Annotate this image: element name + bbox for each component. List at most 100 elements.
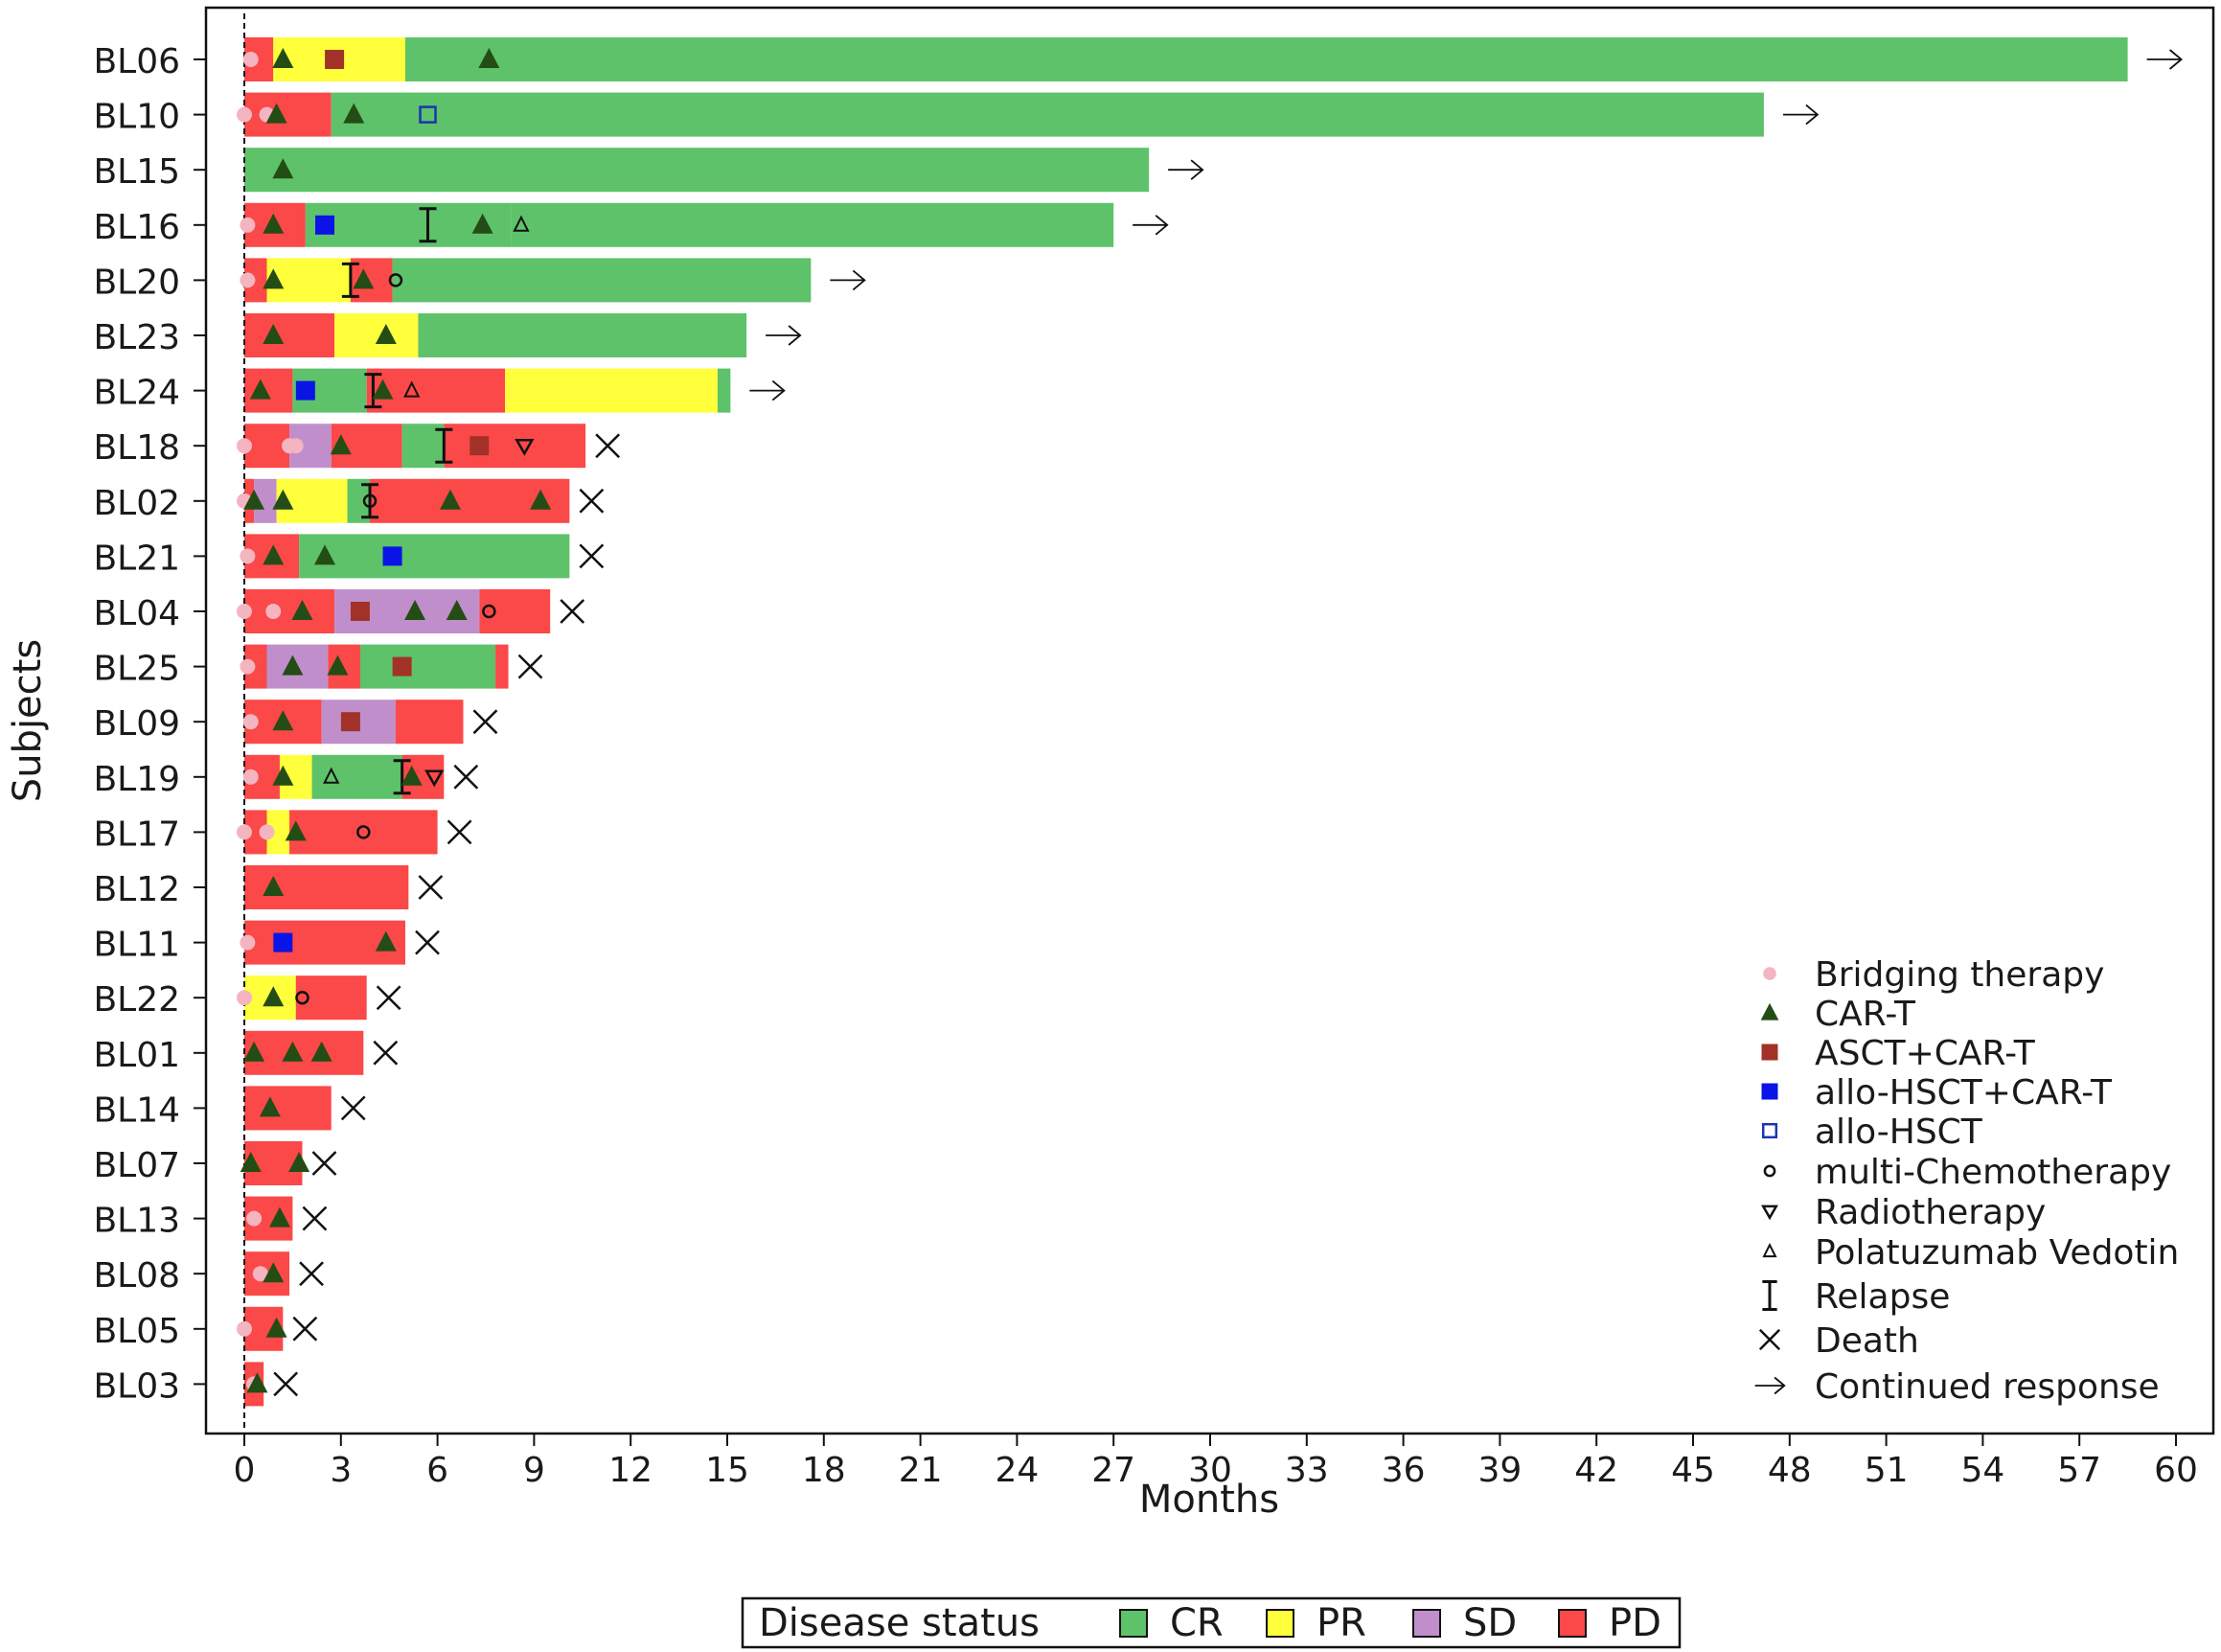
death-marker-bl07: [311, 1151, 337, 1176]
legend-marker-asct: [1761, 1044, 1778, 1061]
event-cart-bl25: [282, 654, 304, 676]
bar-segment-bl24-pr: [505, 368, 718, 413]
death-marker-bl09: [472, 709, 498, 735]
legend-label-allo: allo-HSCT: [1815, 1113, 1983, 1152]
x-tick-label: 24: [995, 1451, 1039, 1490]
event-relapse-bl02: [361, 483, 379, 519]
bar-segment-bl20-cr: [392, 258, 812, 303]
event-relapse-bl19: [393, 759, 411, 795]
event-bridging-bl13: [246, 1210, 263, 1227]
event-bridging-bl20: [240, 272, 256, 288]
y-tick-label-bl10: BL10: [93, 98, 180, 137]
event-cart-bl01: [310, 1041, 332, 1062]
continued-response-arrow-bl10: [1782, 103, 1820, 126]
event-cart-bl17: [285, 820, 307, 841]
y-tick-label-bl23: BL23: [93, 318, 180, 357]
bar-segment-bl17-pd: [289, 810, 438, 855]
status-label-pr: PR: [1317, 1601, 1366, 1645]
event-pola-bl24: [403, 380, 421, 398]
event-cart-bl06: [272, 48, 294, 68]
bar-segment-bl25-pd: [495, 644, 509, 689]
event-allo_cart-bl11: [273, 932, 293, 952]
bar-segment-bl24-cr: [717, 368, 731, 413]
event-cart-bl02: [440, 489, 462, 510]
y-tick-label-bl25: BL25: [93, 650, 180, 689]
legend-label-relapse: Relapse: [1815, 1277, 1950, 1317]
event-cart-bl04: [404, 600, 426, 620]
legend-marker-bridging: [1763, 967, 1776, 980]
event-radio-bl19: [424, 769, 445, 788]
event-bridging-bl16: [240, 217, 256, 233]
event-allo_cart-bl24: [295, 380, 315, 401]
x-tick-label: 54: [1960, 1451, 2004, 1490]
event-asct-bl06: [325, 50, 345, 69]
death-marker-bl14: [340, 1095, 366, 1121]
event-bridging-bl17: [259, 824, 275, 840]
bar-segment-bl02-cr: [347, 478, 371, 523]
death-marker-bl01: [373, 1040, 399, 1066]
event-bridging-bl04: [265, 604, 282, 619]
x-tick-label: 45: [1671, 1451, 1715, 1490]
event-bridging-bl08: [252, 1266, 268, 1282]
x-tick-label: 18: [802, 1451, 846, 1490]
event-cart-bl06: [478, 48, 500, 68]
event-cart-bl24: [249, 379, 271, 400]
event-cart-bl21: [314, 544, 335, 565]
y-tick-label-bl16: BL16: [93, 208, 180, 247]
legend-marker-death: [1758, 1328, 1781, 1351]
bar-segment-bl11-pd: [244, 920, 405, 965]
bar-segment-bl23-cr: [418, 313, 747, 357]
x-tick-label: 42: [1574, 1451, 1618, 1490]
bar-segment-bl17-pr: [266, 810, 290, 855]
event-cart-bl02: [243, 489, 265, 510]
legend-label-death: Death: [1815, 1321, 1919, 1361]
status-label-pd: PD: [1609, 1601, 1661, 1645]
death-marker-bl17: [446, 819, 472, 845]
bar-segment-bl14-pd: [244, 1086, 332, 1131]
event-cart-bl10: [265, 103, 287, 124]
bar-segment-bl25-cr: [359, 644, 496, 689]
status-legend-frame: [741, 1596, 1682, 1649]
continued-response-arrow-bl16: [1133, 215, 1169, 236]
event-cart-bl13: [268, 1206, 290, 1228]
event-cart-bl19: [401, 765, 423, 786]
event-cart-bl19: [272, 765, 294, 786]
y-tick-label-bl03: BL03: [93, 1366, 180, 1406]
bar-segment-bl21-cr: [299, 534, 570, 579]
event-cart-bl25: [327, 654, 349, 676]
event-bridging-bl18: [287, 438, 304, 454]
event-asct-bl25: [392, 656, 412, 677]
event-cart-bl16: [263, 213, 285, 234]
event-cart-bl01: [243, 1041, 265, 1062]
event-relapse-bl20: [341, 262, 359, 298]
event-asct-bl09: [340, 712, 360, 732]
bar-segment-bl20-pr: [266, 258, 351, 303]
event-pola-bl19: [323, 767, 340, 784]
event-cart-bl09: [272, 710, 294, 731]
event-cart-bl23: [263, 324, 285, 344]
event-bridging-bl19: [242, 769, 259, 785]
y-tick-label-bl22: BL22: [93, 980, 180, 1020]
legend-label-cart: CAR-T: [1815, 995, 1916, 1034]
event-relapse-bl18: [435, 427, 453, 464]
bar-segment-bl17-pd: [244, 810, 267, 855]
event-radio-bl18: [515, 438, 535, 456]
x-axis: 0 3 6 9 12 15 18 21 24 27 30 33 36 39 42 45 48 51 54 57 60: [234, 1434, 2198, 1490]
event-chemo-bl02: [362, 493, 378, 509]
bar-segment-bl06-cr: [405, 37, 2128, 81]
x-tick-label: 0: [234, 1451, 256, 1490]
bar-segment-bl16-cr: [511, 202, 1114, 247]
event-cart-bl05: [265, 1317, 287, 1338]
legend-label-allo_cart: allo-HSCT+CAR-T: [1815, 1073, 2113, 1113]
event-cart-bl04: [291, 600, 313, 620]
x-tick-label: 51: [1865, 1451, 1909, 1490]
y-tick-label-bl07: BL07: [93, 1146, 180, 1185]
continued-response-arrow-bl20: [830, 269, 866, 291]
y-tick-label-bl01: BL01: [93, 1036, 180, 1075]
y-axis: BL06 BL10 BL15 BL16 BL20 BL23 BL24 BL18 BL02 BL21…: [93, 42, 206, 1406]
y-tick-label-bl06: BL06: [93, 42, 180, 81]
bar-segment-bl18-cr: [401, 424, 445, 469]
status-swatch-pd: [1558, 1609, 1587, 1638]
y-tick-label-bl24: BL24: [93, 374, 180, 413]
x-tick-label: 33: [1285, 1451, 1329, 1490]
